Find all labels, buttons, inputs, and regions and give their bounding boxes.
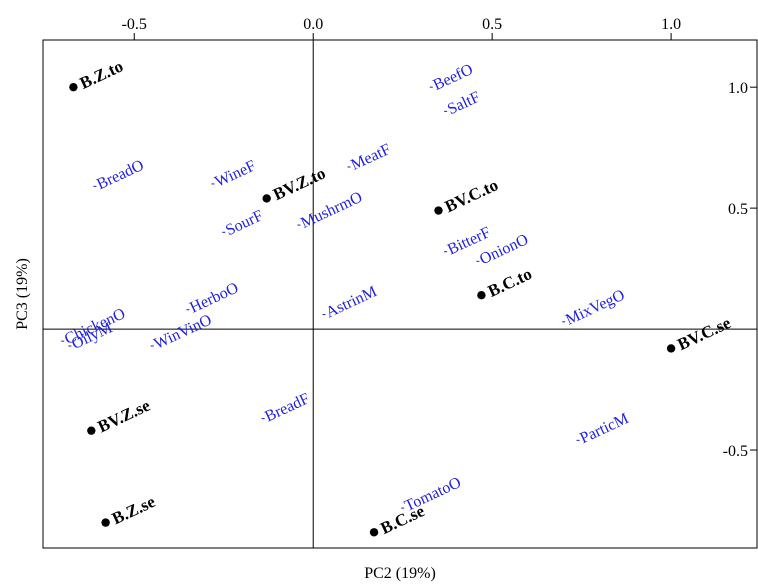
sample-label: BV.C.to: [442, 175, 501, 216]
attribute-label: SourF: [223, 207, 266, 239]
attribute-label: BeefO: [431, 61, 476, 94]
attribute-label: WinVinO: [151, 312, 214, 353]
y-tick-label: -0.5: [723, 443, 748, 460]
sample-point: [101, 518, 110, 527]
sample-point: [369, 528, 379, 537]
sample-point: [434, 206, 443, 215]
sample-point: [666, 344, 676, 353]
attribute-label: TomatoO: [402, 474, 464, 515]
plot-frame: [42, 39, 758, 549]
attribute-label: BreadF: [262, 390, 312, 425]
x-tick-label: -0.5: [122, 16, 147, 33]
y-tick-label: 0.5: [728, 201, 748, 218]
sample-label: B.C.to: [485, 264, 535, 301]
reference-lines: [43, 40, 757, 548]
sample-label: B.Z.to: [77, 56, 126, 92]
sample-label: BV.Z.to: [270, 163, 328, 204]
sample-point: [477, 291, 486, 300]
attribute-label: MushrmO: [298, 189, 365, 232]
sample-point: [262, 194, 271, 203]
attribute-label: AstrinM: [323, 283, 379, 321]
y-tick-label: 1.0: [728, 80, 748, 97]
attribute-label: BreadO: [94, 157, 146, 193]
axis-ticks: -0.5 0.0 0.5 1.0 1.0 0.5 -0.5: [122, 16, 757, 460]
x-axis-title: PC2 (19%): [364, 565, 436, 582]
attribute-label: MeatF: [348, 141, 393, 174]
attribute-label: ParticM: [577, 410, 631, 447]
attribute-label: SaltF: [445, 89, 483, 119]
x-tick-label: 0.5: [482, 16, 502, 33]
attribute-label: HerboO: [187, 279, 241, 316]
sample-point: [87, 426, 96, 435]
data-points: B.Z.to BV.Z.to BV.C.to B.C.to BV.C.se BV.Z.se…: [61, 56, 735, 538]
x-tick-label: 1.0: [661, 16, 681, 33]
sample-label: BV.C.se: [675, 313, 735, 354]
attribute-label: WineF: [212, 157, 258, 191]
x-tick-label: 0.0: [303, 16, 323, 33]
y-axis-title: PC3 (19%): [14, 258, 31, 330]
sample-label: B.Z.se: [109, 492, 159, 529]
sample-point: [69, 82, 78, 92]
attribute-label: MixVegO: [563, 287, 627, 329]
sample-label: BV.Z.se: [95, 396, 154, 437]
